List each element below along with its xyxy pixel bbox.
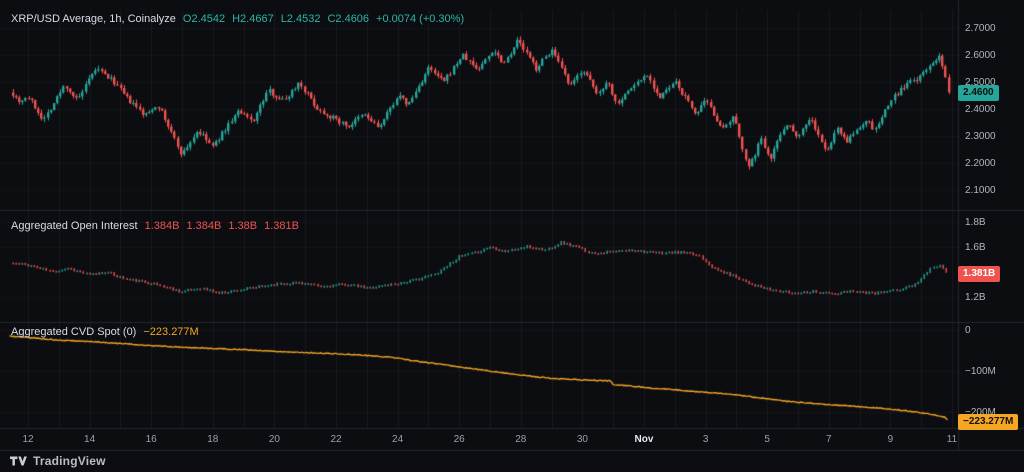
ohlc-low-value: L2.4532	[280, 13, 321, 25]
symbol-description[interactable]: XRP/USD Average, 1h, Coinalyze	[11, 13, 176, 25]
oi-tick-label: 1.6B	[965, 242, 986, 253]
last-oi-badge: 1.381B	[958, 266, 1001, 283]
price-tick-label: 2.6000	[965, 50, 996, 61]
time-tick-label: 26	[453, 434, 465, 445]
price-axis[interactable]: 2.7000 2.6000 2.5000 2.4000 2.3000 2.2000 2.10…	[958, 0, 1024, 450]
time-tick-label: 5	[764, 434, 770, 445]
open-interest-indicator-title[interactable]: Aggregated Open Interest	[11, 220, 138, 232]
oi-open-value: 1.384B	[144, 220, 180, 232]
time-tick-label: 28	[515, 434, 527, 445]
cvd-pane-legend: Aggregated CVD Spot (0) −223.277M	[11, 326, 199, 338]
price-change-value: +0.0074 (+0.30%)	[376, 13, 465, 25]
price-tick-label: 2.2000	[965, 158, 996, 169]
time-tick-label: 18	[207, 434, 219, 445]
time-tick-label: 22	[330, 434, 342, 445]
time-tick-label: 11	[946, 434, 958, 445]
oi-high-value: 1.384B	[186, 220, 222, 232]
price-tick-label: 2.3000	[965, 131, 996, 142]
price-tick-label: 2.5000	[965, 77, 996, 88]
time-tick-label: 24	[392, 434, 404, 445]
tradingview-brand[interactable]: TradingView	[33, 454, 106, 468]
time-tick-label: 12	[22, 434, 34, 445]
ohlc-open-value: O2.4542	[182, 13, 226, 25]
oi-tick-label: 1.8B	[965, 217, 986, 228]
time-tick-label: 16	[145, 434, 157, 445]
last-price-badge: 2.4600	[958, 84, 999, 101]
price-pane-legend: XRP/USD Average, 1h, Coinalyze O2.4542 H…	[11, 13, 464, 25]
oi-close-value: 1.381B	[264, 220, 299, 232]
price-tick-label: 2.1000	[965, 185, 996, 196]
cvd-tick-label: −200M	[965, 407, 996, 418]
time-tick-label: 9	[887, 434, 894, 445]
ohlc-close-value: C2.4606	[327, 13, 370, 25]
cvd-indicator-title[interactable]: Aggregated CVD Spot (0)	[11, 326, 137, 338]
price-tick-label: 2.7000	[965, 23, 996, 34]
time-tick-label: 3	[702, 434, 709, 445]
oi-tick-label: 1.2B	[965, 292, 986, 303]
time-tick-label: 30	[576, 434, 588, 445]
time-tick-label: Nov	[634, 434, 654, 445]
footer-bar: TradingView	[0, 450, 1024, 472]
time-axis[interactable]: 12 14 16 18 20 22 24 26 28 30 Nov 3 5 7 9 11	[0, 428, 958, 450]
time-tick-label: 14	[84, 434, 96, 445]
open-interest-pane-legend: Aggregated Open Interest 1.384B 1.384B 1…	[11, 220, 299, 232]
cvd-value: −223.277M	[143, 326, 199, 338]
time-tick-label: 7	[826, 434, 832, 445]
cvd-tick-label: −100M	[965, 366, 996, 377]
time-tick-label: 20	[268, 434, 280, 445]
cvd-tick-label: 0	[965, 325, 971, 336]
tradingview-logo-icon[interactable]	[10, 456, 27, 466]
oi-low-value: 1.38B	[228, 220, 258, 232]
last-cvd-badge: −223.277M	[958, 413, 1019, 430]
ohlc-high-value: H2.4667	[232, 13, 274, 25]
price-tick-label: 2.4000	[965, 104, 996, 115]
